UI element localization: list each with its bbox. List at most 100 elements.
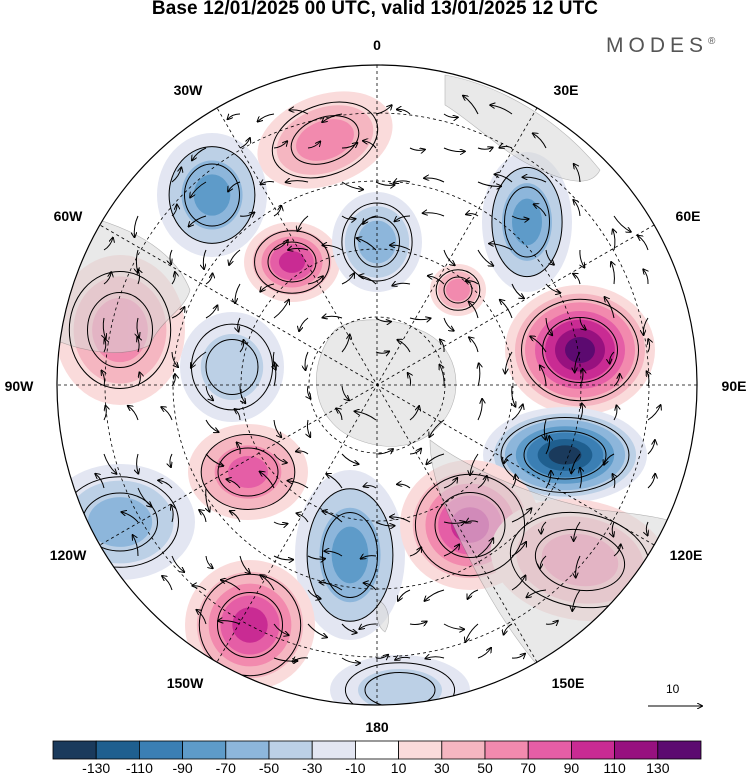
meridian-line (216, 107, 538, 663)
wind-vector (375, 655, 388, 658)
colorbar-tick-label: -30 (302, 760, 323, 776)
wind-vector (409, 622, 427, 625)
wind-vector (103, 238, 113, 251)
wind-vector (273, 240, 288, 251)
map-title: Base 12/01/2025 00 UTC, valid 13/01/2025… (151, 0, 599, 19)
wind-vector (477, 249, 493, 266)
wind-vector (477, 399, 482, 421)
wind-vector (307, 623, 327, 637)
antarctica-shape (316, 319, 457, 447)
wind-vector (191, 351, 207, 368)
wind-vector (355, 411, 377, 421)
wind-vector (205, 419, 219, 432)
wind-vector (394, 181, 411, 183)
streamline-contour (217, 447, 279, 497)
streamline-contour (435, 269, 481, 311)
new-zealand-shape (376, 599, 389, 633)
wind-vector (499, 146, 513, 148)
wind-vector (95, 474, 105, 489)
map-boundary (56, 64, 698, 706)
wind-vector (440, 365, 445, 387)
wind-vector (359, 276, 377, 285)
wind-vector (533, 133, 547, 149)
wind-vector (470, 453, 479, 475)
wind-vector (305, 351, 309, 370)
wind-vector (199, 510, 207, 523)
wind-vector (235, 283, 241, 303)
anomaly-contour (200, 334, 264, 400)
colorbar-tick-label: -90 (172, 760, 193, 776)
wind-vector (545, 249, 554, 265)
streamline-contour (322, 512, 378, 598)
wind-vector (325, 551, 343, 557)
wind-vector (161, 407, 173, 421)
wind-vector (409, 406, 419, 421)
wind-vector (128, 406, 139, 421)
anomaly-contour (232, 607, 268, 643)
streamline-contour (168, 146, 256, 244)
wind-vector (293, 658, 309, 662)
wind-vector (612, 521, 614, 537)
wind-vector (511, 508, 531, 523)
streamline-contour (254, 230, 330, 294)
wind-vector (477, 538, 493, 557)
wind-vector (364, 486, 377, 489)
wind-vector (273, 419, 281, 437)
wind-vector (398, 589, 411, 601)
wind-vector (203, 249, 207, 269)
lon-label-90w: 90W (4, 378, 34, 394)
wind-vector (273, 521, 287, 524)
wind-vector (466, 521, 479, 523)
wind-vector (138, 270, 140, 285)
wind-vector (273, 623, 289, 635)
streamline-contour (306, 488, 394, 622)
wind-vector (425, 589, 445, 601)
wind-vector (274, 363, 276, 387)
wind-vector (534, 204, 547, 217)
wind-vector (296, 451, 309, 455)
wind-vector (239, 385, 245, 403)
colorbar-tick-label: -130 (82, 760, 111, 776)
lon-label-60e: 60E (675, 208, 701, 224)
wind-vector (221, 580, 241, 591)
wind-vector (511, 215, 529, 219)
wind-vector (463, 96, 479, 115)
wind-vector (544, 419, 546, 440)
wind-vector (375, 105, 392, 115)
wind-vector (260, 283, 275, 292)
wind-vector (170, 249, 172, 264)
wind-vector (170, 453, 172, 467)
wind-vector (103, 453, 116, 474)
wind-vector (423, 213, 445, 217)
wind-vector (288, 248, 309, 250)
colorbar-tick-label: 110 (603, 760, 626, 776)
wind-vector (336, 408, 343, 421)
wind-vector (133, 535, 139, 557)
wind-vector (579, 317, 586, 330)
wind-vector (190, 181, 207, 197)
lon-label-150e: 150E (551, 675, 585, 691)
colorbar-tick-label: 70 (520, 760, 536, 776)
wind-vector (527, 589, 547, 597)
wind-vector (545, 436, 550, 455)
wind-vector (326, 474, 343, 489)
wind-vector (574, 521, 581, 541)
anomaly-contour (565, 337, 595, 363)
wind-vector (205, 305, 217, 319)
wind-vector (137, 337, 139, 353)
wind-vector (613, 215, 631, 232)
wind-vector (638, 236, 649, 251)
wind-vector (390, 517, 411, 523)
streamline-contour (217, 592, 283, 658)
wind-vectors (95, 96, 660, 663)
wind-vector (495, 174, 513, 183)
lon-label-180: 180 (365, 719, 389, 735)
wind-vector (397, 340, 411, 353)
wind-vector (395, 657, 411, 660)
wind-vector (171, 168, 181, 183)
wind-vector (545, 317, 552, 335)
wind-vector (363, 141, 377, 149)
wind-vector (477, 181, 501, 186)
wind-vector (512, 385, 516, 407)
streamline-contour (364, 672, 436, 705)
